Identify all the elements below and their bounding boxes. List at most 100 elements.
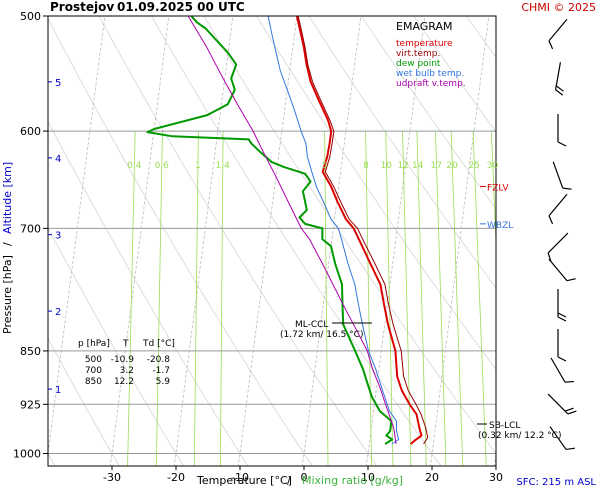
level-marker-label: WBZL (487, 221, 513, 231)
wind-barb (547, 393, 577, 415)
table-cell: -1.7 (152, 366, 170, 376)
chart-datetime: 01.09.2025 00 UTC (117, 0, 245, 14)
table-rows: 500 -10.9 -20.8 700 3.2 -1.7 850 12.2 5.9 (85, 355, 170, 387)
series-layer (146, 16, 429, 445)
wind-barb-feather (566, 278, 576, 282)
mixing-ratio-line (435, 131, 447, 466)
wind-barb (549, 426, 575, 451)
plot-area (48, 16, 496, 466)
dry-adiabat (48, 337, 120, 466)
wind-barb (557, 329, 567, 362)
y-axis-title-group: Pressure [hPa] / Altitude [km] (1, 162, 14, 334)
table-header-t: T (122, 339, 129, 349)
temperature-tick-label: 0 (301, 471, 308, 484)
series-temperature (295, 16, 423, 445)
y-axis-title: Pressure [hPa] (1, 255, 14, 334)
wind-barb (552, 161, 572, 190)
mixing-ratio-label: 12 (397, 161, 408, 171)
table-cell: 5.9 (156, 377, 171, 387)
dry-adiabat (360, 16, 496, 210)
wind-barb-staff (548, 258, 568, 282)
wind-barb-feather (548, 40, 554, 50)
dry-adiabat (48, 227, 185, 466)
ml-ccl-annotation: ML-CCL (1.72 km/ 16.5 °C) (280, 320, 372, 340)
wind-barb-staff (549, 426, 567, 450)
sb-lcl-label: SB-LCL (489, 421, 520, 431)
wind-barb-feather (557, 141, 567, 147)
y-axis-title-altitude: Altitude [km] (1, 162, 14, 234)
legend-entry: dew point (396, 59, 441, 69)
mixing-ratio-label: 10 (381, 161, 393, 171)
mixing-ratio-line (324, 131, 329, 466)
wind-barb (554, 62, 564, 96)
wind-barb-feather (567, 410, 577, 415)
table-cell: 700 (85, 366, 102, 376)
table-cell: -20.8 (147, 355, 171, 365)
series-wet-bulb-temp (267, 16, 400, 445)
isotherm (173, 16, 234, 466)
mixing-ratio-label: 20 (446, 161, 458, 171)
mixing-ratio-line (219, 131, 224, 466)
table-cell: 850 (85, 377, 102, 387)
series-udpraft-v-temp (187, 16, 397, 445)
altitude-tick-label: 5 (55, 78, 61, 89)
mixing-ratio-label: 14 (412, 161, 424, 171)
wind-barb (550, 357, 574, 383)
x-axis-title-mixing: Mixing ratio [g/kg] (302, 474, 403, 487)
pressure-table: p [hPa] T Td [°C] 500 -10.9 -20.8 700 3.2 -1.… (78, 339, 175, 387)
altitude-tick-label: 2 (55, 307, 61, 318)
level-marker-label: FZLV (487, 183, 509, 193)
legend-entry: virt.temp. (396, 49, 440, 59)
temperature-tick-label: 10 (361, 471, 375, 484)
mixing-ratio-label: 8 (363, 161, 369, 171)
wind-barb-staff (548, 193, 568, 217)
chart-station: Prostejov (50, 0, 114, 14)
sb-lcl-detail: (0.32 km/ 12.2 °C) (478, 431, 561, 441)
mixing-ratio-line (450, 131, 464, 466)
dry-adiabat (255, 16, 496, 371)
y-axis-separator: / (1, 242, 14, 246)
ml-ccl-label: ML-CCL (295, 320, 328, 330)
table-cell: 500 (85, 355, 102, 365)
wind-barb-feather (564, 407, 574, 412)
isotherm (301, 16, 362, 466)
surface-footer: SFC: 215 m ASL (516, 477, 596, 488)
legend-entry: temperature (396, 39, 453, 49)
series-dew-point (146, 16, 394, 445)
credit-label: CHMI © 2025 (521, 1, 596, 14)
pressure-tick-label: 600 (20, 125, 41, 138)
wind-barb-feather (557, 356, 567, 362)
level-markers: FZLV WBZL (480, 183, 513, 231)
pressure-tick-label: 925 (20, 398, 41, 411)
series-virt-temp (297, 16, 429, 445)
mixing-ratio-label: 30 (487, 161, 499, 171)
temperature-tick-label: -10 (231, 471, 249, 484)
wind-barb-staff (547, 393, 569, 415)
dry-adiabat (98, 16, 378, 466)
pressure-tick-label: 850 (20, 345, 41, 358)
wind-barb-feather (564, 380, 574, 383)
dry-adiabat (150, 16, 442, 466)
table-cell: 3.2 (120, 366, 134, 376)
wind-barb-staff (550, 357, 566, 383)
dry-adiabat (413, 16, 496, 133)
dry-adiabat (48, 120, 249, 466)
pressure-tick-label: 700 (20, 222, 41, 235)
wind-barb-staff (554, 62, 562, 90)
dry-adiabat (308, 16, 496, 289)
table-cell: 12.2 (114, 377, 134, 387)
wind-barb-feather (555, 85, 564, 92)
mixing-ratio-line (490, 131, 496, 251)
sb-lcl-annotation: SB-LCL (0.32 km/ 12.2 °C) (477, 421, 561, 441)
mixing-ratio-line (416, 131, 427, 466)
wind-barb (557, 289, 567, 322)
wind-barb (547, 232, 569, 262)
mixing-ratio-label: 17 (431, 161, 442, 171)
temperature-tick-label: 30 (489, 471, 503, 484)
wind-barb-feather (565, 447, 575, 451)
wind-barb-feather (562, 187, 572, 190)
mixing-ratio-line (365, 131, 372, 466)
pressure-tick-label: 1000 (13, 448, 41, 461)
